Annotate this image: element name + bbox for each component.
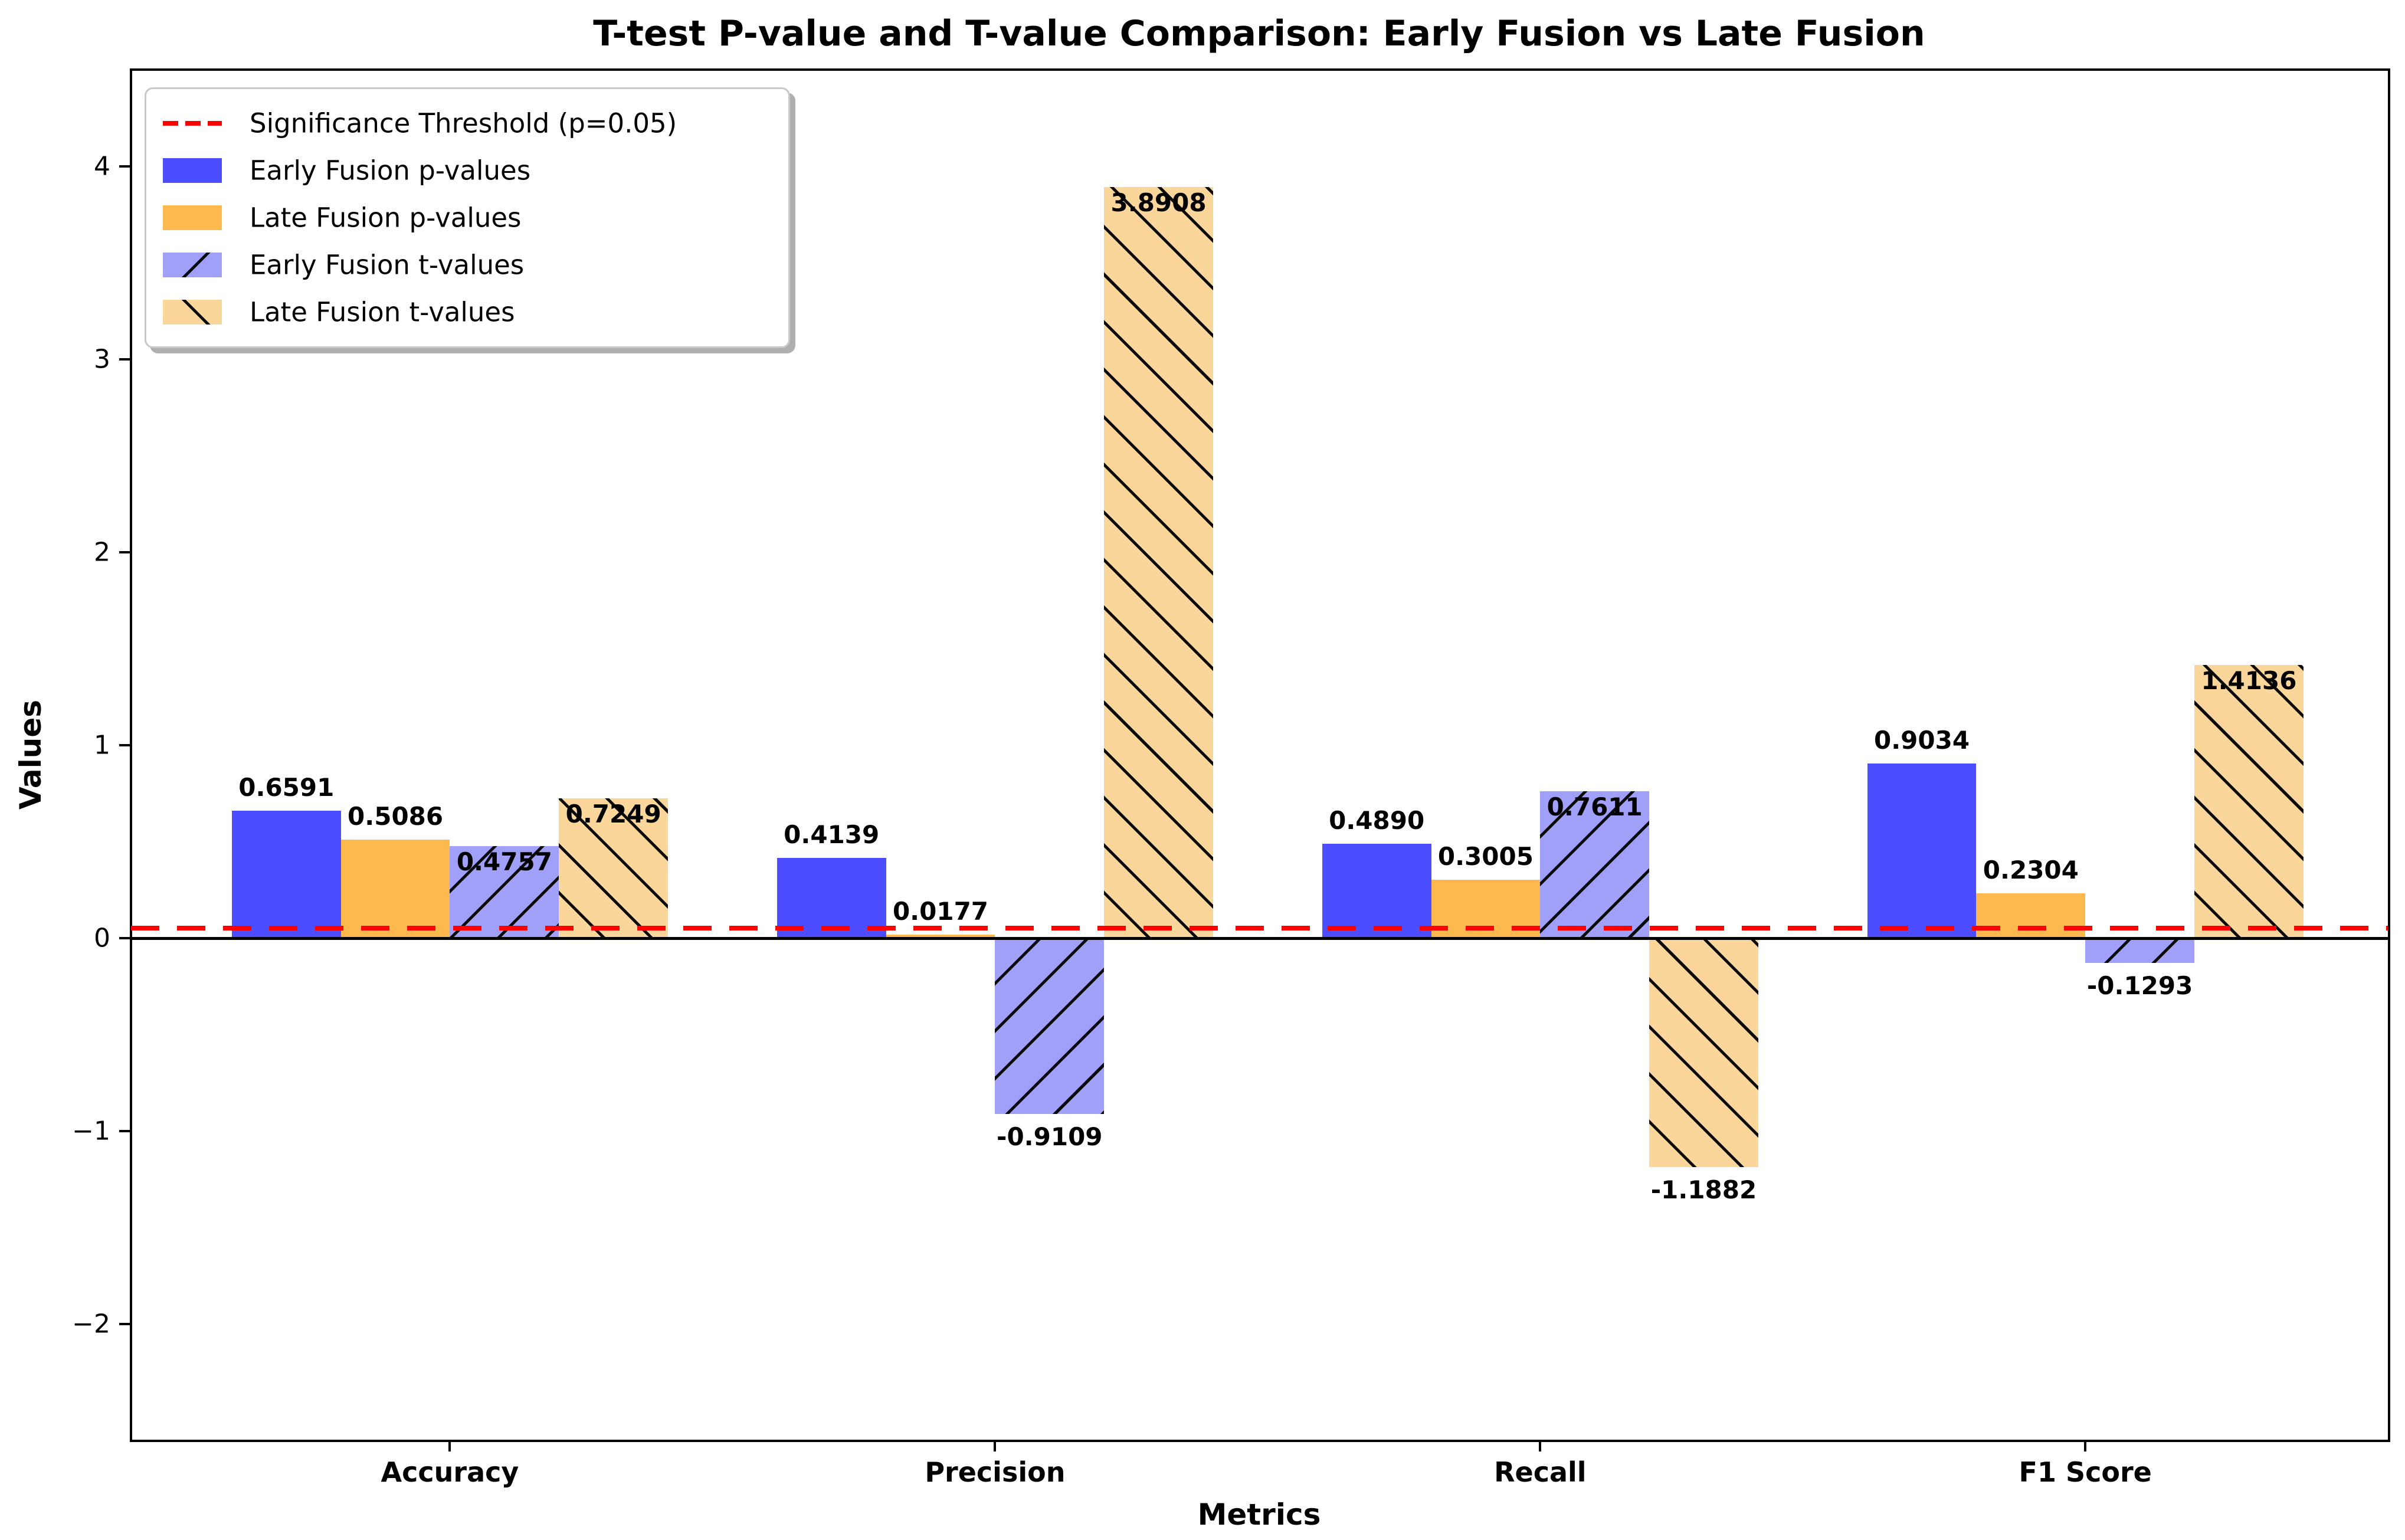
bar-value-label: 0.3005 — [1437, 842, 1534, 871]
bar-value-label: 0.4139 — [784, 820, 880, 850]
bar-value-label: 1.4136 — [2201, 666, 2297, 696]
bar-value-label: -1.1882 — [1650, 1175, 1757, 1205]
x-tick-mark — [448, 1440, 451, 1451]
bar-value-label: 0.0177 — [892, 896, 989, 926]
x-tick-mark — [994, 1440, 997, 1451]
y-tick-mark — [119, 1322, 131, 1325]
significance-threshold-line — [131, 926, 2388, 931]
legend-label: Late Fusion p-values — [250, 202, 522, 234]
legend-item-late-fusion-t-values: Late Fusion t-values — [146, 289, 788, 336]
y-tick-label: 1 — [94, 730, 110, 761]
chart-title: T-test P-value and T-value Comparison: E… — [593, 13, 1925, 54]
y-tick-mark — [119, 1129, 131, 1132]
legend: Significance Threshold (p=0.05) Early Fus… — [145, 87, 790, 348]
x-tick-label-f1-score: F1 Score — [2019, 1456, 2152, 1488]
bar-early-fusion-t-values-f1-score — [2085, 938, 2194, 963]
y-tick-mark — [119, 936, 131, 939]
x-tick-label-recall: Recall — [1494, 1456, 1587, 1488]
y-tick-label: −2 — [72, 1309, 110, 1339]
bar-early-fusion-p-values-recall — [1322, 843, 1431, 938]
bar-early-fusion-t-values-precision — [995, 938, 1105, 1114]
bar-value-label: 0.6591 — [238, 773, 335, 802]
bar-value-label: -0.9109 — [997, 1122, 1103, 1151]
legend-item-late-fusion-p-values: Late Fusion p-values — [146, 194, 788, 241]
bar-value-label: 0.7611 — [1546, 792, 1643, 821]
bar-late-fusion-p-values-f1-score — [1976, 893, 2086, 938]
bar-late-fusion-p-values-precision — [886, 934, 995, 938]
bar-value-label: 0.2304 — [1983, 856, 2079, 885]
legend-label: Late Fusion t-values — [250, 296, 515, 328]
bar-value-label: 0.4890 — [1329, 805, 1425, 835]
x-tick-mark — [1539, 1440, 1542, 1451]
y-tick-label: −1 — [72, 1116, 110, 1146]
legend-item-early-fusion-p-values: Early Fusion p-values — [146, 147, 788, 194]
bar-value-label: 0.7249 — [565, 799, 661, 828]
y-tick-label: 2 — [94, 537, 110, 568]
bar-late-fusion-p-values-accuracy — [340, 840, 450, 938]
x-axis-label: Metrics — [1197, 1498, 1321, 1532]
legend-color-swatch — [163, 205, 222, 230]
legend-color-swatch — [163, 300, 222, 325]
x-tick-label-precision: Precision — [925, 1456, 1066, 1488]
x-tick-label-accuracy: Accuracy — [381, 1456, 519, 1488]
y-tick-mark — [119, 743, 131, 746]
legend-item-significance-threshold-p-0-05: Significance Threshold (p=0.05) — [146, 100, 788, 147]
bar-late-fusion-t-values-precision — [1104, 187, 1213, 938]
bar-value-label: 0.4757 — [456, 847, 552, 877]
bar-value-label: 0.5086 — [348, 802, 444, 831]
bar-early-fusion-p-values-f1-score — [1867, 764, 1977, 938]
legend-dashed-line-swatch — [163, 121, 222, 126]
y-tick-label: 3 — [94, 344, 110, 375]
bar-early-fusion-p-values-precision — [776, 858, 886, 938]
legend-label: Early Fusion p-values — [250, 155, 531, 186]
x-tick-mark — [2084, 1440, 2087, 1451]
y-tick-label: 4 — [94, 151, 110, 182]
legend-color-swatch — [163, 158, 222, 183]
legend-label: Significance Threshold (p=0.05) — [250, 107, 677, 139]
legend-label: Early Fusion t-values — [250, 249, 525, 281]
y-tick-label: 0 — [94, 923, 110, 954]
bar-early-fusion-t-values-accuracy — [450, 846, 559, 938]
bar-value-label: -0.1293 — [2086, 971, 2193, 1000]
bar-early-fusion-p-values-accuracy — [231, 811, 341, 938]
legend-item-early-fusion-t-values: Early Fusion t-values — [146, 241, 788, 289]
bar-value-label: 0.9034 — [1874, 726, 1970, 755]
legend-color-swatch — [163, 253, 222, 277]
zero-line — [131, 936, 2388, 940]
y-tick-mark — [119, 551, 131, 553]
y-tick-mark — [119, 358, 131, 361]
bar-late-fusion-t-values-accuracy — [559, 798, 669, 938]
bar-late-fusion-t-values-f1-score — [2194, 665, 2304, 938]
bar-early-fusion-t-values-recall — [1540, 791, 1650, 938]
bar-late-fusion-t-values-recall — [1649, 938, 1758, 1168]
bar-value-label: 3.8908 — [1110, 188, 1207, 218]
y-tick-mark — [119, 165, 131, 168]
